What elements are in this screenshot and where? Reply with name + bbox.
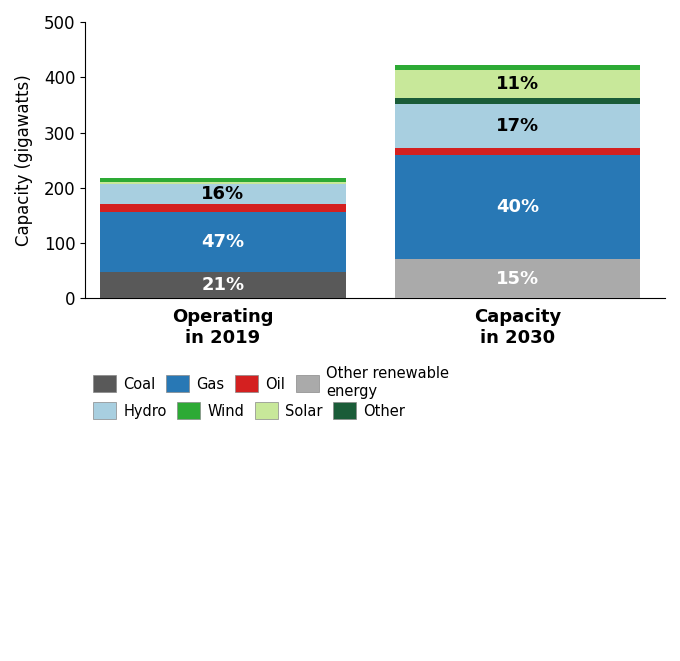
Bar bbox=[100, 182, 345, 184]
Text: 15%: 15% bbox=[496, 270, 539, 288]
Text: 11%: 11% bbox=[496, 75, 539, 93]
Bar bbox=[100, 184, 345, 204]
Text: 40%: 40% bbox=[496, 198, 539, 216]
Y-axis label: Capacity (gigawatts): Capacity (gigawatts) bbox=[15, 74, 33, 246]
Bar bbox=[395, 70, 641, 98]
Text: 21%: 21% bbox=[201, 276, 245, 294]
Bar bbox=[395, 155, 641, 259]
Text: 17%: 17% bbox=[496, 116, 539, 135]
Text: 47%: 47% bbox=[201, 233, 245, 251]
Legend: Hydro, Wind, Solar, Other: Hydro, Wind, Solar, Other bbox=[92, 403, 405, 419]
Bar bbox=[395, 259, 641, 298]
Bar bbox=[100, 204, 345, 212]
Bar bbox=[395, 98, 641, 104]
Bar bbox=[100, 178, 345, 182]
Bar bbox=[395, 104, 641, 147]
Bar bbox=[395, 147, 641, 155]
Text: 16%: 16% bbox=[201, 185, 245, 203]
Bar bbox=[100, 272, 345, 298]
Bar bbox=[100, 212, 345, 272]
Bar bbox=[395, 65, 641, 70]
